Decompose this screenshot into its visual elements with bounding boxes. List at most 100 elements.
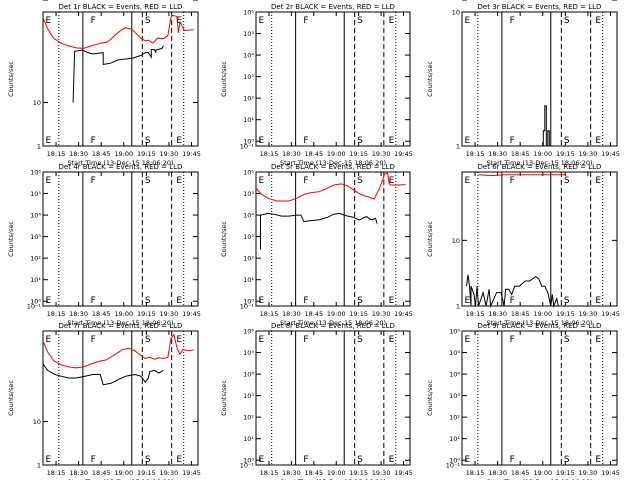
- y-tick-label: 10²: [243, 414, 254, 422]
- event-marker-e: E: [465, 335, 471, 345]
- event-marker-e: E: [389, 16, 395, 26]
- x-tick-label: 18:15: [260, 310, 279, 318]
- y-tick-label: 10⁻¹: [27, 303, 42, 311]
- y-tick-label: 10³: [449, 392, 460, 400]
- x-tick-label: 19:15: [556, 469, 575, 477]
- event-marker-s: S: [145, 455, 151, 465]
- x-tick-label: 19:30: [160, 310, 179, 318]
- event-marker-s: S: [145, 16, 151, 26]
- plot-frame: [42, 11, 199, 147]
- x-tick-label: 19:30: [372, 469, 391, 477]
- y-tick-label: 10¹: [243, 116, 254, 124]
- event-marker-s: S: [357, 455, 363, 465]
- event-marker-e: E: [46, 136, 52, 146]
- event-marker-f: F: [510, 455, 515, 465]
- x-tick-label: 19:00: [533, 469, 552, 477]
- y-tick-label: 10⁶: [243, 9, 254, 17]
- event-marker-e: E: [176, 16, 182, 26]
- x-tick-label: 18:30: [488, 469, 507, 477]
- lld-rate-line: [42, 333, 194, 369]
- event-marker-e: E: [176, 176, 182, 186]
- y-tick-label: 10⁰: [243, 457, 254, 465]
- event-marker-s: S: [564, 455, 570, 465]
- y-tick-label: 10¹: [243, 276, 254, 284]
- x-axis-label: Start Time (13-Dec-15 18:06:20): [67, 478, 173, 480]
- y-tick-label: 10⁴: [243, 212, 254, 220]
- x-tick-label: 19:00: [114, 150, 133, 158]
- y-tick-label: 10: [452, 237, 460, 245]
- y-tick-label: 10²: [243, 255, 254, 263]
- x-tick-label: 19:00: [114, 310, 133, 318]
- y-tick-label: 1000: [24, 0, 41, 2]
- y-tick-label: 10: [33, 418, 41, 426]
- x-tick-label: 19:30: [372, 150, 391, 158]
- x-axis-label: Start Time (13-Dec-15 18:06:20): [486, 159, 592, 167]
- event-marker-f: F: [303, 136, 308, 146]
- x-tick-label: 19:30: [372, 310, 391, 318]
- event-marker-f: F: [303, 16, 308, 26]
- event-marker-e: E: [465, 296, 471, 306]
- event-marker-e: E: [46, 455, 52, 465]
- event-marker-s: S: [145, 296, 151, 306]
- event-marker-e: E: [595, 16, 601, 26]
- y-tick-label: 1: [37, 143, 41, 151]
- x-tick-label: 19:30: [160, 150, 179, 158]
- panel-det-3: Det 3r BLACK = Events, RED = LLD 1 10 18:15…: [426, 3, 620, 167]
- x-axis-label: Start Time (13-Dec-15 18:06:20): [280, 159, 386, 167]
- plot-frame: [461, 11, 618, 147]
- y-tick-label: 10: [452, 9, 460, 17]
- y-tick-label: 10³: [243, 233, 254, 241]
- event-rate-line: [42, 363, 164, 386]
- x-tick-label: 18:30: [488, 150, 507, 158]
- event-marker-f: F: [510, 16, 515, 26]
- panel-det-6: Det 6r BLACK = Events, RED = LLD 1 10 100 18…: [426, 0, 620, 327]
- event-marker-s: S: [357, 16, 363, 26]
- event-marker-e: E: [595, 176, 601, 186]
- y-tick-label: 100: [448, 0, 460, 2]
- y-tick-label: 10²: [30, 255, 41, 263]
- panel-title: Det 5r BLACK = Events, RED = LLD: [271, 163, 395, 171]
- lld-rate-line: [255, 172, 406, 202]
- y-tick-label: 100: [29, 0, 41, 2]
- event-marker-f: F: [510, 176, 515, 186]
- x-tick-label: 18:45: [511, 469, 530, 477]
- event-marker-e: E: [465, 176, 471, 186]
- y-tick-label: 10⁻¹: [240, 462, 255, 470]
- y-tick-label: 10⁴: [243, 52, 254, 60]
- y-tick-label: 10⁵: [449, 349, 460, 357]
- event-marker-s: S: [357, 296, 363, 306]
- y-tick-label: 10⁻¹: [240, 143, 255, 151]
- x-tick-label: 18:45: [304, 150, 323, 158]
- event-marker-e: E: [595, 296, 601, 306]
- x-tick-label: 19:15: [137, 469, 156, 477]
- x-tick-label: 19:45: [601, 310, 620, 318]
- event-marker-f: F: [91, 296, 96, 306]
- x-axis-label: Start Time (13-Dec-15 18:06:20): [280, 319, 386, 327]
- y-tick-label: 10⁴: [243, 371, 254, 379]
- event-marker-s: S: [145, 335, 151, 345]
- event-marker-e: E: [389, 176, 395, 186]
- x-axis-label: Start Time (13-Dec-15 18:06:20): [280, 478, 386, 480]
- event-marker-f: F: [510, 335, 515, 345]
- event-marker-e: E: [176, 136, 182, 146]
- event-marker-f: F: [303, 335, 308, 345]
- y-tick-label: 1: [456, 143, 460, 151]
- event-marker-e: E: [176, 335, 182, 345]
- y-tick-label: 1000: [24, 0, 41, 2]
- event-marker-e: E: [465, 16, 471, 26]
- y-tick-label: 100: [29, 0, 41, 2]
- event-marker-f: F: [91, 335, 96, 345]
- x-tick-label: 18:15: [47, 150, 66, 158]
- x-tick-label: 19:15: [556, 310, 575, 318]
- x-tick-label: 18:45: [511, 150, 530, 158]
- event-marker-f: F: [510, 136, 515, 146]
- event-marker-f: F: [91, 16, 96, 26]
- event-marker-s: S: [145, 136, 151, 146]
- event-rate-line: [466, 274, 559, 308]
- x-tick-label: 18:45: [92, 310, 111, 318]
- x-tick-label: 19:15: [137, 150, 156, 158]
- y-tick-label: 10⁴: [30, 212, 41, 220]
- x-tick-label: 19:00: [533, 150, 552, 158]
- x-tick-label: 19:15: [349, 310, 368, 318]
